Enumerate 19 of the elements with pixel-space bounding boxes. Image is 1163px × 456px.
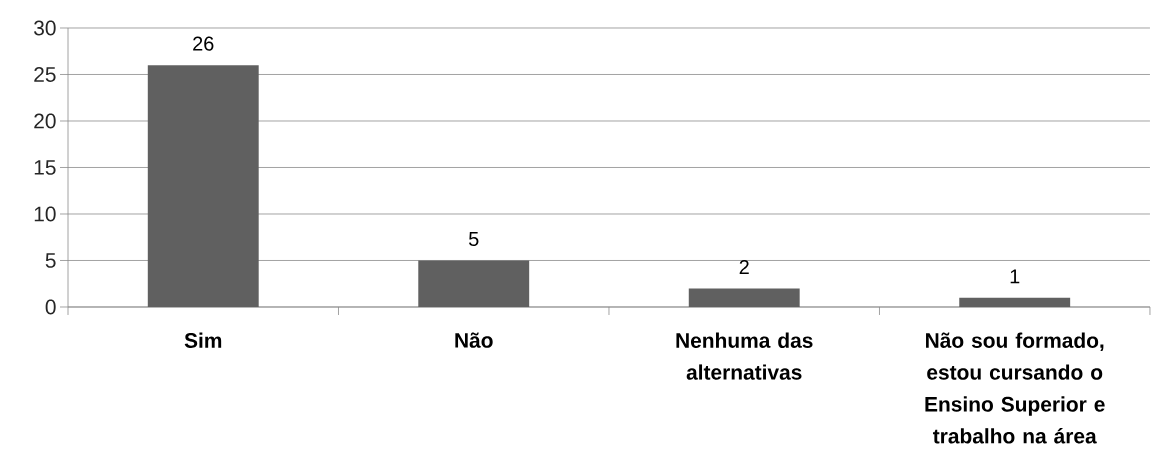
y-tick-label: 5 — [45, 253, 56, 268]
y-tick-label: 20 — [34, 113, 56, 129]
data-label: 5 — [468, 232, 479, 246]
x-tick-label: Sim — [184, 332, 222, 348]
x-tick-label: Não sou formado, estou cursando o Ensino Superior e trabalho na área — [925, 332, 1105, 444]
y-tick-label: 15 — [34, 160, 56, 175]
x-tick-label: Não — [455, 332, 493, 348]
x-tick-label: Nenhuma das alternativas — [676, 332, 813, 380]
y-tick-label: 25 — [34, 67, 56, 82]
bar — [147, 65, 259, 307]
data-label: 26 — [193, 36, 214, 51]
y-tick-label: 10 — [34, 206, 56, 222]
y-tick-label: 0 — [45, 299, 56, 315]
data-label: 1 — [1010, 269, 1020, 284]
bar — [688, 288, 800, 307]
bar — [418, 260, 530, 307]
data-label: 2 — [739, 259, 749, 274]
y-tick-label: 30 — [34, 20, 56, 36]
bar — [959, 297, 1071, 307]
